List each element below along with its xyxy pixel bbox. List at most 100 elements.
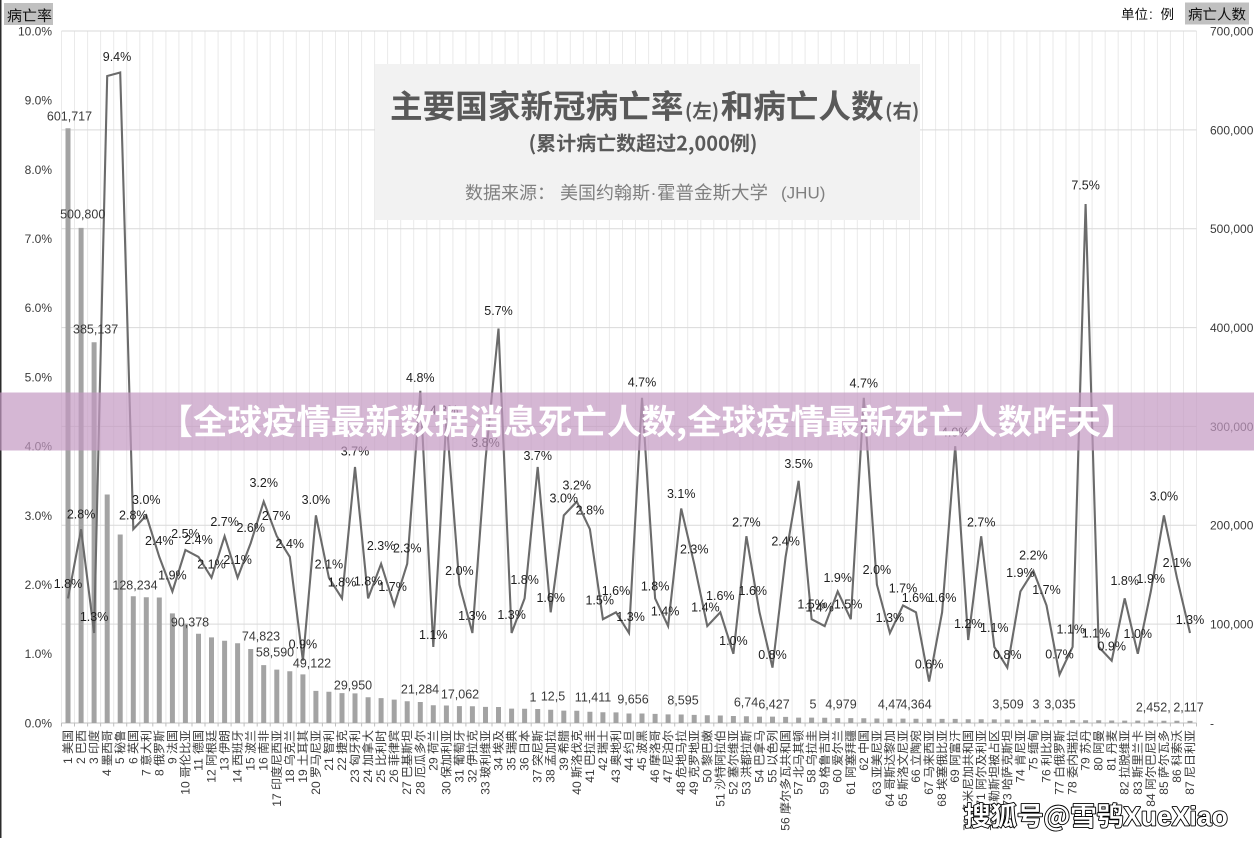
svg-text:29,950: 29,950 bbox=[334, 678, 372, 692]
svg-text:29: 29 bbox=[426, 757, 440, 771]
svg-text:22: 22 bbox=[335, 757, 349, 771]
svg-text:52: 52 bbox=[726, 781, 740, 795]
svg-text:2.6%: 2.6% bbox=[236, 521, 265, 535]
svg-text:65: 65 bbox=[896, 793, 910, 807]
svg-text:2.3%: 2.3% bbox=[367, 539, 396, 553]
svg-text:4,47: 4,47 bbox=[878, 697, 902, 711]
svg-text:23: 23 bbox=[348, 769, 362, 783]
svg-text:1.2%: 1.2% bbox=[954, 617, 983, 631]
svg-text:12: 12 bbox=[205, 769, 219, 783]
svg-text:38: 38 bbox=[544, 769, 558, 783]
svg-text:90,378: 90,378 bbox=[171, 615, 209, 629]
svg-text:74,823: 74,823 bbox=[242, 629, 280, 643]
svg-text:1: 1 bbox=[61, 757, 75, 764]
svg-text:12,5: 12,5 bbox=[541, 689, 565, 703]
svg-text:9.4%: 9.4% bbox=[103, 50, 132, 64]
svg-text:37: 37 bbox=[531, 769, 545, 783]
svg-text:63: 63 bbox=[870, 781, 884, 795]
svg-text:67: 67 bbox=[922, 781, 936, 795]
svg-text:69: 69 bbox=[948, 769, 962, 783]
svg-text:78: 78 bbox=[1066, 781, 1080, 795]
svg-text:4,979: 4,979 bbox=[825, 697, 856, 711]
svg-text:1.3%: 1.3% bbox=[458, 609, 487, 623]
svg-text:2.7%: 2.7% bbox=[732, 515, 761, 529]
svg-text:1.8%: 1.8% bbox=[328, 576, 357, 590]
svg-text:0.9%: 0.9% bbox=[1097, 639, 1126, 653]
svg-text:61: 61 bbox=[844, 781, 858, 795]
svg-text:3.2%: 3.2% bbox=[563, 478, 592, 492]
svg-text:7.0%: 7.0% bbox=[25, 232, 53, 246]
svg-text:34: 34 bbox=[492, 757, 506, 771]
svg-text:75: 75 bbox=[1026, 757, 1040, 771]
svg-text:62: 62 bbox=[857, 757, 871, 771]
svg-text:2.7%: 2.7% bbox=[262, 509, 291, 523]
svg-text:51: 51 bbox=[713, 793, 727, 807]
svg-text:2.4%: 2.4% bbox=[145, 534, 174, 548]
svg-text:5: 5 bbox=[810, 697, 817, 711]
svg-text:13: 13 bbox=[218, 757, 232, 771]
svg-text:2.0%: 2.0% bbox=[445, 564, 474, 578]
svg-text:40: 40 bbox=[570, 781, 584, 795]
svg-text:1.0%: 1.0% bbox=[1124, 627, 1153, 641]
svg-text:86: 86 bbox=[1170, 769, 1184, 783]
svg-text:5.0%: 5.0% bbox=[25, 370, 53, 384]
svg-text:74: 74 bbox=[1013, 769, 1027, 783]
svg-text:59: 59 bbox=[818, 781, 832, 795]
svg-text:18: 18 bbox=[283, 769, 297, 783]
svg-text:6,74: 6,74 bbox=[734, 695, 758, 709]
svg-text:11,411: 11,411 bbox=[575, 690, 611, 704]
svg-text:14: 14 bbox=[231, 769, 245, 783]
svg-text:0.9%: 0.9% bbox=[289, 637, 318, 651]
svg-text:2.4%: 2.4% bbox=[276, 537, 305, 551]
svg-text:15: 15 bbox=[244, 757, 258, 771]
svg-text:56: 56 bbox=[779, 817, 793, 831]
svg-text:48: 48 bbox=[674, 781, 688, 795]
svg-text:76: 76 bbox=[1040, 769, 1054, 783]
svg-text:58,590: 58,590 bbox=[256, 645, 294, 659]
svg-text:128,234: 128,234 bbox=[112, 578, 157, 592]
svg-text:31: 31 bbox=[452, 769, 466, 783]
svg-text:66: 66 bbox=[909, 769, 923, 783]
svg-text:0.8%: 0.8% bbox=[758, 648, 787, 662]
svg-text:1.8%: 1.8% bbox=[641, 579, 670, 593]
svg-text:4,364: 4,364 bbox=[900, 697, 931, 711]
svg-text:43: 43 bbox=[609, 769, 623, 783]
svg-text:1.6%: 1.6% bbox=[902, 591, 931, 605]
svg-text:6: 6 bbox=[126, 757, 140, 764]
svg-text:500,000: 500,000 bbox=[1210, 222, 1254, 236]
svg-text:10: 10 bbox=[178, 781, 192, 795]
svg-text::: : bbox=[1149, 7, 1153, 22]
svg-text:39: 39 bbox=[557, 757, 571, 771]
svg-text:9: 9 bbox=[165, 757, 179, 764]
svg-text:2.5%: 2.5% bbox=[171, 527, 200, 541]
svg-text:2.8%: 2.8% bbox=[119, 509, 148, 523]
svg-text:2.1%: 2.1% bbox=[223, 553, 252, 567]
svg-text:26: 26 bbox=[387, 769, 401, 783]
svg-text:1.1%: 1.1% bbox=[1082, 626, 1111, 640]
svg-text:87: 87 bbox=[1183, 781, 1197, 795]
svg-text:7.5%: 7.5% bbox=[1071, 178, 1100, 192]
svg-text:64: 64 bbox=[883, 793, 897, 807]
svg-text:9.0%: 9.0% bbox=[25, 94, 53, 108]
svg-text:1.8%: 1.8% bbox=[54, 577, 83, 591]
svg-text:0.0%: 0.0% bbox=[25, 716, 53, 730]
svg-text:1.7%: 1.7% bbox=[378, 580, 407, 594]
svg-text:49: 49 bbox=[687, 781, 701, 795]
svg-text:24: 24 bbox=[361, 769, 375, 783]
svg-text:3.0%: 3.0% bbox=[132, 493, 161, 507]
svg-text:7: 7 bbox=[139, 769, 153, 776]
svg-text:9,656: 9,656 bbox=[617, 692, 648, 706]
svg-text:77: 77 bbox=[1053, 781, 1067, 795]
svg-text:83: 83 bbox=[1131, 781, 1145, 795]
svg-text:8.0%: 8.0% bbox=[25, 163, 53, 177]
svg-text:2,: 2, bbox=[1160, 700, 1170, 714]
svg-text:5: 5 bbox=[113, 757, 127, 764]
svg-text:17: 17 bbox=[270, 793, 284, 807]
svg-text:82: 82 bbox=[1118, 781, 1132, 795]
svg-text:85: 85 bbox=[1157, 781, 1171, 795]
svg-text:6,427: 6,427 bbox=[758, 697, 789, 711]
svg-text:1.8%: 1.8% bbox=[354, 574, 383, 588]
svg-text:3.5%: 3.5% bbox=[784, 457, 813, 471]
svg-text:2,117: 2,117 bbox=[1173, 700, 1203, 714]
svg-text:1.9%: 1.9% bbox=[1006, 566, 1035, 580]
